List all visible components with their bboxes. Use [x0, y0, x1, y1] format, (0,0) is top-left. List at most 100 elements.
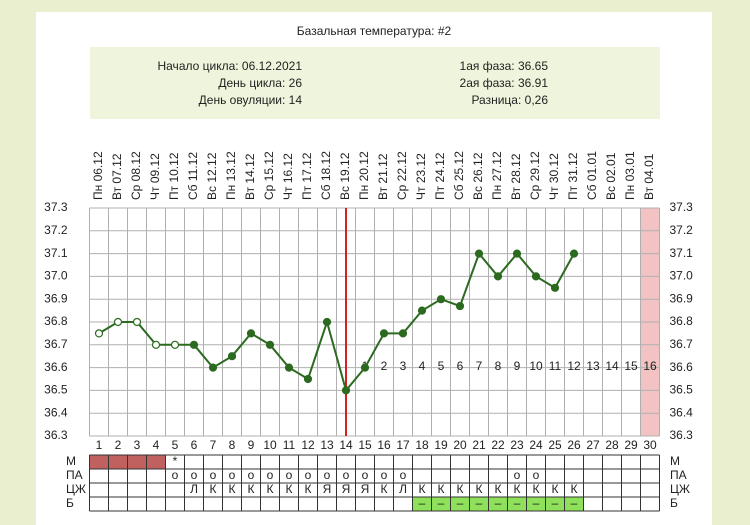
temp-point: [512, 249, 522, 258]
cell-fill: [526, 497, 546, 511]
x-tick-label: 7: [210, 438, 217, 452]
date-label: Ср 22.12: [395, 151, 409, 200]
date-label: Сб 18.12: [319, 151, 333, 200]
cell-fill: [545, 497, 565, 511]
row-label-right: ЦЖ: [670, 482, 690, 496]
y-tick-label: 36.7: [44, 337, 68, 351]
x-tick-label: 16: [377, 438, 391, 452]
info-text: День цикла: 26: [218, 76, 302, 90]
cell-text: о: [324, 468, 331, 482]
date-label: Пн 13.12: [224, 151, 238, 200]
temp-point: [569, 249, 579, 258]
date-label: Пн 06.12: [91, 151, 105, 200]
y-tick-label-right: 36.7: [670, 337, 694, 351]
cell-text: о: [400, 468, 407, 482]
temp-point: [265, 340, 275, 349]
y-tick-label-right: 37.0: [670, 269, 694, 283]
phase2-day: 15: [624, 359, 638, 373]
info-box: [90, 47, 660, 119]
cell-text: Л: [399, 482, 407, 496]
cell-fill: [431, 497, 451, 511]
temp-point: [550, 283, 560, 292]
row-label-right: М: [670, 454, 680, 468]
phase2-day: 4: [419, 359, 426, 373]
temp-point: [132, 317, 142, 327]
date-label: Пн 20.12: [357, 151, 371, 200]
x-tick-label: 23: [510, 438, 524, 452]
row-label-right: ПА: [670, 468, 687, 482]
x-tick-label: 3: [134, 438, 141, 452]
x-tick-label: 4: [153, 438, 160, 452]
temp-point: [151, 340, 161, 349]
x-tick-label: 25: [548, 438, 562, 452]
temp-point: [455, 301, 465, 311]
y-tick-label: 37.3: [44, 200, 68, 214]
info-text: День овуляции: 14: [199, 93, 303, 107]
phase2-day: 7: [476, 359, 483, 373]
date-label: Пт 10.12: [167, 152, 181, 200]
y-tick-label: 36.5: [44, 383, 68, 397]
temp-point: [113, 317, 123, 327]
cell-text: К: [305, 482, 312, 496]
x-tick-label: 1: [96, 438, 103, 452]
date-label: Пт 17.12: [300, 152, 314, 200]
x-tick-label: 2: [115, 438, 122, 452]
phase2-day: 8: [495, 359, 502, 373]
temp-point: [246, 329, 256, 338]
phase2-day: 6: [457, 359, 464, 373]
cell-text: К: [267, 482, 274, 496]
y-tick-label-right: 36.9: [670, 291, 694, 305]
temp-point: [398, 329, 408, 338]
row-label: ЦЖ: [66, 482, 86, 496]
x-tick-label: 11: [283, 438, 296, 452]
cell-text: К: [571, 482, 578, 496]
cell-text: о: [210, 468, 217, 482]
x-tick-label: 10: [263, 438, 277, 452]
chart-title: Базальная температура: #2: [297, 24, 452, 38]
x-tick-label: 15: [358, 438, 372, 452]
cell-text: *: [173, 454, 178, 468]
date-label: Пт 24.12: [433, 152, 447, 200]
x-tick-label: 17: [396, 438, 410, 452]
phase2-day: 3: [400, 359, 407, 373]
temp-point: [170, 340, 180, 349]
date-label: Пн 27.12: [490, 151, 504, 200]
temp-point: [208, 363, 218, 372]
info-text: 2ая фаза: 36.91: [460, 76, 549, 90]
date-label: Чт 23.12: [414, 153, 428, 200]
x-tick-label: 28: [605, 438, 619, 452]
phase2-day: 5: [438, 359, 445, 373]
cell-text: –: [419, 496, 426, 510]
x-tick-label: 18: [415, 438, 429, 452]
temp-point: [531, 272, 541, 281]
cell-text: К: [552, 482, 559, 496]
y-tick-label: 36.9: [44, 291, 68, 305]
phase2-day: 11: [549, 359, 562, 373]
cell-text: К: [286, 482, 293, 496]
x-tick-label: 29: [624, 438, 638, 452]
phase2-day: 13: [586, 359, 600, 373]
phase2-day: 12: [567, 359, 581, 373]
phase2-day: 2: [381, 359, 388, 373]
cell-text: о: [248, 468, 255, 482]
x-tick-label: 20: [453, 438, 467, 452]
temp-point: [322, 317, 332, 327]
phase2-day: 9: [514, 359, 521, 373]
temp-point: [189, 340, 199, 349]
cell-fill: [108, 455, 128, 469]
cell-text: о: [305, 468, 312, 482]
cell-text: –: [552, 496, 559, 510]
x-tick-label: 24: [529, 438, 543, 452]
temp-point: [341, 386, 351, 395]
y-tick-label-right: 36.5: [670, 383, 694, 397]
y-tick-label-right: 37.3: [670, 200, 694, 214]
y-tick-label-right: 36.4: [670, 405, 694, 419]
cell-text: –: [571, 496, 578, 510]
cell-text: –: [457, 496, 464, 510]
x-tick-label: 14: [339, 438, 353, 452]
cell-text: о: [191, 468, 198, 482]
cell-text: о: [267, 468, 274, 482]
cell-text: о: [286, 468, 293, 482]
x-tick-label: 26: [567, 438, 581, 452]
